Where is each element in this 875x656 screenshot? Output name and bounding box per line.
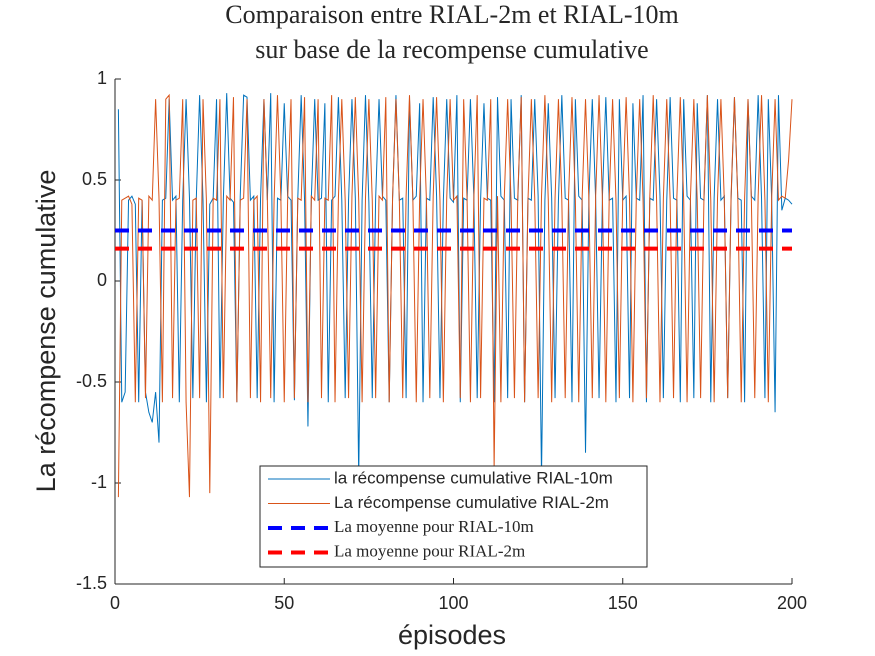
y-tick-label: -1.5 xyxy=(76,573,107,593)
chart-title: sur base de la recompense cumulative xyxy=(255,35,648,64)
x-tick-label: 100 xyxy=(438,593,468,613)
y-tick-label: 0 xyxy=(97,270,107,290)
x-axis-label: épisodes xyxy=(398,620,506,650)
chart-title: Comparaison entre RIAL-2m et RIAL-10m xyxy=(225,0,678,29)
y-tick-label: -1 xyxy=(91,472,107,492)
y-axis-label: La récompense cumulative xyxy=(31,170,61,493)
y-tick-label: 1 xyxy=(97,68,107,88)
y-tick-label: 0.5 xyxy=(82,169,107,189)
y-tick-label: -0.5 xyxy=(76,371,107,391)
x-tick-label: 0 xyxy=(110,593,120,613)
x-tick-label: 150 xyxy=(608,593,638,613)
x-tick-label: 50 xyxy=(274,593,294,613)
legend-label: La récompense cumulative RIAL-2m xyxy=(334,493,609,512)
legend-label: la récompense cumulative RIAL-10m xyxy=(334,468,613,487)
data-line xyxy=(117,93,793,498)
x-tick-label: 200 xyxy=(777,593,807,613)
data-line xyxy=(117,93,793,477)
legend-box xyxy=(259,465,648,568)
legend-label: La moyenne pour RIAL-2m xyxy=(334,541,525,560)
legend-label: La moyenne pour RIAL-10m xyxy=(334,517,534,536)
